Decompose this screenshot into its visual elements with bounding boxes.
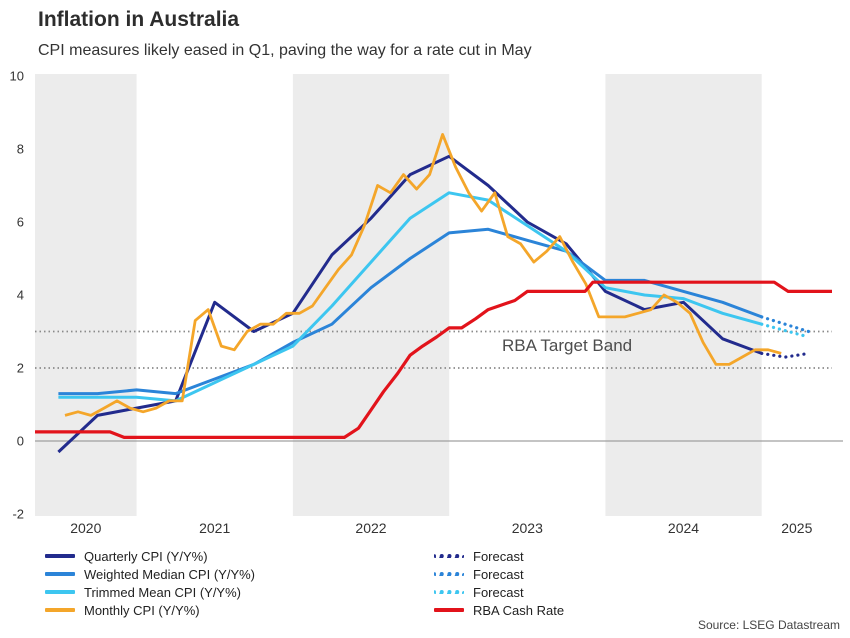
legend-swatch-weighted-dotted [434, 572, 464, 576]
series-rba-cash-rate [35, 280, 832, 439]
y-axis-label-0: 0 [17, 434, 24, 449]
year-band-2024 [605, 74, 762, 516]
x-axis-label-2023: 2023 [512, 520, 543, 536]
legend-swatch-weighted [45, 572, 75, 576]
x-axis-label-2020: 2020 [70, 520, 101, 536]
legend-label: Quarterly CPI (Y/Y%) [84, 548, 208, 564]
legend-swatch-quarterly-dotted [434, 554, 464, 558]
legend-label: Monthly CPI (Y/Y%) [84, 602, 200, 618]
year-band-2020 [35, 74, 137, 516]
series-weighted-forecast [760, 315, 811, 334]
series-quarterly-forecast [760, 351, 811, 359]
x-axis-label-2022: 2022 [355, 520, 386, 536]
year-band-2022 [292, 74, 450, 516]
y-axis-label-10: 10 [10, 69, 24, 84]
legend-swatch-monthly [45, 608, 75, 612]
rba-target-band-label: RBA Target Band [502, 336, 633, 355]
x-axis-label-2021: 2021 [199, 520, 230, 536]
legend-item: Monthly CPI (Y/Y%) [45, 601, 255, 619]
legend-label: Forecast [473, 548, 524, 564]
x-axis-label-2024: 2024 [668, 520, 699, 536]
y-axis-label-6: 6 [17, 215, 24, 230]
legend-right-column: Forecast Forecast Forecast RBA Cash Rate [434, 547, 564, 619]
legend-label: Weighted Median CPI (Y/Y%) [84, 566, 255, 582]
y-axis-label--2: -2 [12, 507, 24, 522]
legend-swatch-trimmed [45, 590, 75, 594]
x-axis-label-2025: 2025 [781, 520, 812, 536]
series-monthly-cpi [64, 132, 782, 417]
legend-item: Trimmed Mean CPI (Y/Y%) [45, 583, 255, 601]
legend-left-column: Quarterly CPI (Y/Y%) Weighted Median CPI … [45, 547, 255, 619]
y-axis-label-4: 4 [17, 288, 24, 303]
series-weighted-median-cpi [58, 227, 763, 396]
legend-swatch-cash_rate [434, 608, 464, 612]
y-axis-label-8: 8 [17, 142, 24, 157]
legend-swatch-quarterly [45, 554, 75, 558]
y-axis-label-2: 2 [17, 361, 24, 376]
legend-item: Forecast [434, 583, 564, 601]
legend-item: Quarterly CPI (Y/Y%) [45, 547, 255, 565]
legend-item: RBA Cash Rate [434, 601, 564, 619]
legend-item: Forecast [434, 565, 564, 583]
legend-label: Forecast [473, 584, 524, 600]
page-subtitle: CPI measures likely eased in Q1, paving … [38, 42, 532, 59]
legend-label: Forecast [473, 566, 524, 582]
series-trimmed-forecast [760, 322, 811, 339]
source-credit: Source: LSEG Datastream [697, 618, 840, 632]
legend-item: Forecast [434, 547, 564, 565]
page-title: Inflation in Australia [38, 8, 240, 31]
legend-item: Weighted Median CPI (Y/Y%) [45, 565, 255, 583]
legend-label: Trimmed Mean CPI (Y/Y%) [84, 584, 241, 600]
legend-label: RBA Cash Rate [473, 602, 565, 618]
legend-swatch-trimmed-dotted [434, 590, 464, 594]
